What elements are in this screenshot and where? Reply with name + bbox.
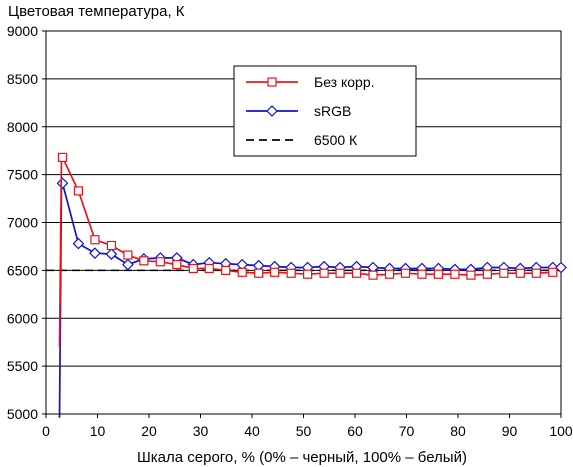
x-tick-labels: 0 10 20 30 40 50 60 70 80 90 100 <box>42 423 573 439</box>
series-0-point-24 <box>450 269 460 279</box>
series-0-point-1 <box>73 186 84 196</box>
x-tick-label-2: 20 <box>141 423 157 439</box>
series-0-point-29 <box>531 268 541 278</box>
y-tick-label-7: 8500 <box>7 71 38 87</box>
legend-marker-0 <box>267 77 277 87</box>
y-tick-label-5: 7500 <box>7 167 38 183</box>
series-0-point-15 <box>303 269 313 279</box>
series-0-point-2 <box>90 235 100 245</box>
series-0-point-0 <box>57 152 68 162</box>
y-tick-label-4: 7000 <box>7 215 38 231</box>
series-lines <box>46 152 567 418</box>
series-0-point-16 <box>319 268 329 278</box>
series-0-point-7 <box>172 260 182 270</box>
series-line-1 <box>58 182 561 418</box>
series-0-point-21 <box>400 268 411 278</box>
x-tick-label-6: 60 <box>347 423 363 439</box>
legend: Без корр. sRGB 6500 К <box>233 65 417 157</box>
legend-marker-1 <box>266 105 278 117</box>
series-0-point-14 <box>286 268 296 278</box>
axes <box>42 30 562 418</box>
series-0-point-12 <box>254 268 264 278</box>
series-1 <box>56 177 567 418</box>
series-1-point-3 <box>105 248 118 260</box>
x-tick-label-5: 50 <box>296 423 312 439</box>
series-1-point-31 <box>555 261 567 274</box>
legend-label-0: Без корр. <box>314 74 375 90</box>
legend-label-1: sRGB <box>314 103 351 119</box>
series-0-point-27 <box>499 268 509 278</box>
series-1-point-0 <box>56 177 69 190</box>
y-tick-label-8: 9000 <box>7 23 38 39</box>
x-tick-label-1: 10 <box>90 423 106 439</box>
series-0-point-4 <box>123 250 133 260</box>
series-0-point-10 <box>221 265 231 275</box>
series-0-point-22 <box>417 269 427 279</box>
series-0-point-5 <box>139 256 149 266</box>
y-tick-label-0: 5000 <box>7 406 38 422</box>
x-tick-label-7: 70 <box>399 423 415 439</box>
series-0-point-18 <box>351 268 362 278</box>
legend-label-2: 6500 К <box>314 132 358 148</box>
x-tick-label-3: 30 <box>193 423 209 439</box>
series-0-point-26 <box>482 269 492 279</box>
series-0-point-20 <box>384 269 395 279</box>
y-tick-labels: 5000 5500 6000 6500 7000 7500 8000 8500 9000 <box>7 23 38 422</box>
series-0-point-17 <box>335 268 345 278</box>
series-0-point-8 <box>188 263 198 274</box>
y-axis-title: Цветовая температура, К <box>8 3 185 20</box>
y-tick-label-3: 6500 <box>7 262 38 278</box>
series-0-point-30 <box>548 267 558 277</box>
y-tick-label-2: 6000 <box>7 310 38 326</box>
series-0-point-13 <box>270 267 280 277</box>
series-1-point-1 <box>72 237 85 250</box>
series-0-point-28 <box>515 268 525 278</box>
y-tick-label-1: 5500 <box>7 358 38 374</box>
series-1-point-4 <box>122 258 134 271</box>
x-tick-label-8: 80 <box>450 423 466 439</box>
series-0-point-25 <box>466 270 476 280</box>
x-tick-label-4: 40 <box>244 423 260 439</box>
y-tick-label-6: 8000 <box>7 119 38 135</box>
x-tick-label-9: 90 <box>502 423 518 439</box>
x-tick-label-10: 100 <box>549 423 573 439</box>
series-0-point-19 <box>368 270 378 280</box>
series-0 <box>57 152 558 348</box>
series-1-point-2 <box>89 247 101 259</box>
series-0-point-11 <box>237 267 247 277</box>
series-0-point-9 <box>204 263 214 274</box>
series-0-point-23 <box>433 269 444 279</box>
series-0-point-6 <box>155 257 165 267</box>
x-tick-label-0: 0 <box>42 423 50 439</box>
series-0-point-3 <box>106 240 117 251</box>
x-axis-title: Шкала серого, % (0% – черный, 100% – бел… <box>137 449 467 466</box>
